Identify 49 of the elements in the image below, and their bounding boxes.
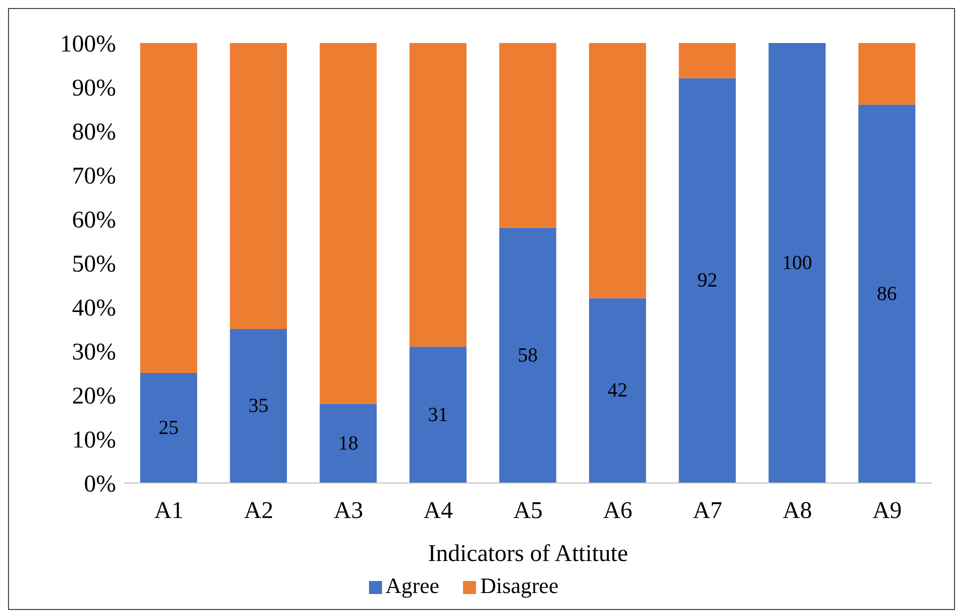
y-tick-label: 90%: [72, 76, 116, 102]
x-tick-label: A6: [603, 498, 632, 524]
y-tick-label: 40%: [72, 296, 116, 322]
x-tick-label: A7: [692, 498, 722, 524]
x-tick-label: A5: [513, 498, 543, 524]
bar: [768, 43, 826, 483]
data-label: 31: [428, 404, 448, 426]
bar: [409, 346, 466, 483]
data-label: 25: [158, 417, 179, 439]
legend-label: Agree: [386, 573, 440, 598]
bar: [499, 43, 556, 228]
bar: [499, 228, 556, 483]
bar: [678, 78, 736, 483]
y-tick-label: 20%: [72, 384, 116, 410]
x-tick-label: A2: [244, 498, 274, 524]
data-label: 100: [782, 252, 812, 274]
data-label: 35: [248, 395, 268, 417]
data-label: 86: [876, 282, 897, 305]
bar: [230, 329, 287, 483]
y-tick-label: 60%: [72, 208, 116, 234]
data-label: 92: [697, 270, 718, 292]
bar: [230, 43, 287, 329]
data-label: 42: [608, 380, 628, 402]
y-tick-label: 100%: [60, 32, 116, 58]
x-tick-label: A3: [334, 498, 364, 524]
bar: [858, 104, 916, 483]
bar: [140, 43, 198, 373]
bar: [589, 298, 646, 483]
x-tick-label: A8: [782, 498, 812, 524]
x-tick-label: A4: [424, 498, 453, 524]
bar: [589, 43, 646, 298]
x-axis-title: Indicators of Attitute: [428, 541, 628, 567]
bar: [858, 43, 916, 105]
bar: [678, 43, 736, 78]
y-tick-label: 10%: [72, 428, 116, 454]
y-tick-label: 80%: [72, 120, 116, 146]
bar: [140, 373, 198, 483]
y-tick-label: 30%: [72, 340, 116, 366]
data-label: 18: [338, 432, 358, 454]
bar: [320, 43, 377, 404]
x-tick-label: A9: [872, 498, 902, 524]
data-label: 58: [518, 344, 538, 366]
bar: [320, 404, 377, 483]
y-tick-label: 0%: [84, 472, 116, 498]
legend-label: Disagree: [480, 573, 558, 598]
y-tick-label: 70%: [72, 164, 116, 190]
bar: [409, 43, 466, 347]
y-tick-label: 50%: [72, 252, 116, 278]
x-tick-label: A1: [154, 498, 184, 524]
